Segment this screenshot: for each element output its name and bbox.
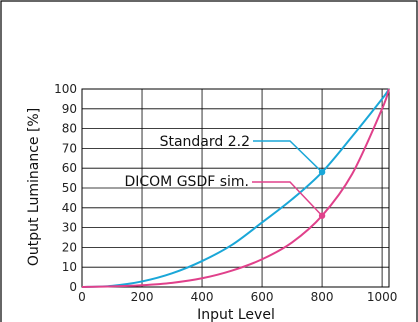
- y-axis-ticks: 0 10 20 30 40 50 60 70 80 90 100: [54, 82, 77, 294]
- y-tick-label: 40: [62, 201, 77, 215]
- annotations: Standard 2.2 DICOM GSDF sim.: [124, 134, 326, 219]
- y-tick-label: 30: [62, 221, 77, 235]
- annotation-label: Standard 2.2: [160, 134, 250, 150]
- series-line-dicom: [81, 88, 390, 288]
- annotation-marker: [318, 168, 326, 176]
- x-tick-label: 600: [251, 290, 274, 304]
- series-line-standard: [81, 88, 390, 288]
- x-axis-ticks: 0 200 400 600 800 1000: [78, 290, 397, 304]
- y-tick-label: 100: [54, 82, 77, 96]
- y-tick-label: 70: [62, 141, 77, 155]
- annotation-label: DICOM GSDF sim.: [124, 174, 249, 190]
- y-tick-label: 20: [62, 240, 77, 254]
- x-tick-label: 200: [131, 290, 154, 304]
- annotation-leader: [253, 140, 323, 173]
- y-tick-label: 90: [62, 102, 77, 116]
- x-tick-label: 0: [78, 290, 86, 304]
- y-axis-label: Output Luminance [%]: [26, 108, 42, 266]
- y-tick-label: 60: [62, 161, 77, 175]
- y-tick-label: 50: [62, 181, 77, 195]
- plot-area: 0 10 20 30 40 50 60 70 80 90 100 0 200 400 600 800 1000…: [54, 82, 397, 304]
- grid: [82, 89, 389, 287]
- y-tick-label: 0: [69, 280, 77, 294]
- series-lines: [81, 88, 390, 288]
- y-tick-label: 10: [62, 260, 77, 274]
- x-tick-label: 800: [311, 290, 334, 304]
- y-tick-label: 80: [62, 122, 77, 136]
- x-tick-label: 1000: [367, 290, 398, 304]
- annotation-leader: [252, 181, 323, 217]
- annotation-marker: [318, 212, 326, 219]
- x-tick-label: 400: [191, 290, 214, 304]
- x-axis-label: Input Level: [197, 307, 275, 322]
